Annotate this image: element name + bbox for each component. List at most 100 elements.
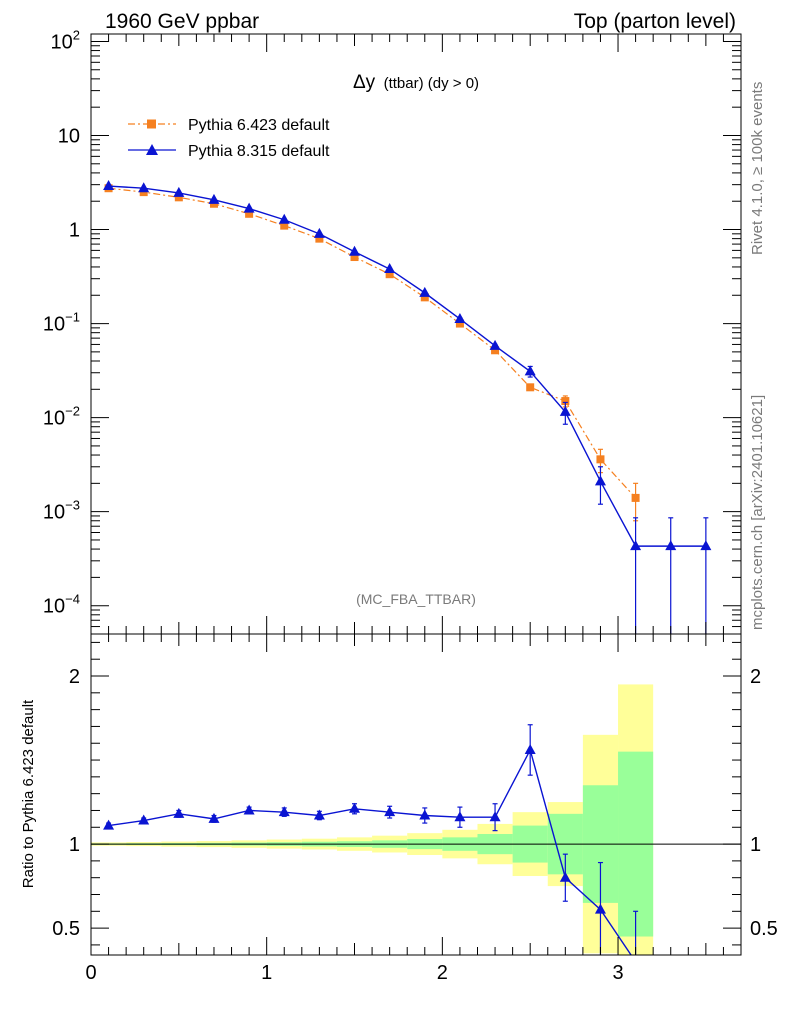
legend-entry-pythia6: Pythia 6.423 default [128,117,330,134]
ratio-series-line [108,748,632,955]
data-point-square [526,383,535,392]
ratio-uncertainty-bands [91,684,654,955]
legend-entry-pythia8: Pythia 8.315 default [128,143,330,160]
ratio-data-point-triangle [278,806,290,817]
data-point-square [245,209,254,218]
data-point-square [561,397,570,406]
data-point-triangle [559,405,571,416]
title-sub: (ttbar) (dy > 0) [384,75,479,92]
ratio-y-tick-label-left: 2 [69,666,80,688]
title-main: Δy [353,72,376,93]
data-point-triangle [630,540,642,551]
data-point-triangle [313,227,325,238]
ratio-y-tick-label-right: 0.5 [750,918,778,940]
ratio-data-point-triangle [489,811,501,822]
data-point-triangle [349,245,361,256]
ratio-data-point-triangle [384,806,396,817]
data-point-triangle [243,202,255,213]
y-tick-base: 10 [51,31,73,53]
ratio-data-point-triangle [173,807,185,818]
y-tick-exponent: −2 [65,404,80,419]
y-tick-base: 10 [43,596,65,618]
ratio-panel: 0.5 0.5 1 1 2 2 0 1 2 3 Ratio to Pythia 6.423 de… [20,633,778,984]
data-point-triangle [138,182,150,193]
ratio-data-point-triangle [559,871,571,882]
ratio-data-point-triangle [138,814,150,825]
y-tick-base: 10 [43,408,65,430]
series-pythia8 [103,180,712,634]
data-point-triangle [103,180,115,191]
data-point-triangle [278,213,290,224]
ratio-data-point-triangle [454,811,466,822]
main-y-tick-label: 10 [58,125,80,147]
x-tick-label: 0 [85,962,96,984]
ratio-y-tick-labels: 0.5 0.5 1 1 2 2 [52,666,778,940]
data-point-square [455,319,464,328]
data-point-triangle [700,540,712,551]
ratio-data-point-triangle [594,903,606,914]
data-point-triangle [208,193,220,204]
series-pythia6 [104,184,640,522]
ratio-data-point-triangle [630,956,641,966]
y-tick-base: 10 [43,502,65,524]
data-point-square [631,493,640,502]
x-tick-labels: 0 1 2 3 [85,962,623,984]
ratio-series-pythia8 [103,724,641,966]
data-point-triangle [665,540,677,551]
watermark: (MC_FBA_TTBAR) [356,591,476,607]
ratio-y-tick-label-left: 1 [69,834,80,856]
rivet-label: Rivet 4.1.0, ≥ 100k events [749,82,766,255]
ratio-data-point-triangle [419,809,431,820]
legend-marker-pythia8 [146,144,158,155]
data-point-square [420,293,429,302]
data-point-triangle [419,286,431,297]
data-point-square [596,455,605,464]
data-point-square [280,221,289,230]
chart-title: Δy (ttbar) (dy > 0) [353,72,479,93]
x-tick-label: 3 [612,962,623,984]
legend-label-pythia6: Pythia 6.423 default [188,117,330,134]
main-y-tick-label: 10−3 [43,498,80,524]
data-point-triangle [173,186,185,197]
ratio-data-point-triangle [103,819,115,830]
header-process: Top (parton level) [574,10,736,33]
ratio-data-point-triangle [313,809,325,820]
ratio-y-tick-label-left: 0.5 [52,918,80,940]
y-tick-exponent: −1 [65,310,80,325]
data-point-square [315,234,324,243]
y-tick-exponent: −3 [65,498,80,513]
main-y-tick-label: 1 [69,220,80,242]
legend-marker-pythia6 [147,119,156,129]
ratio-y-tick-label-right: 2 [750,666,761,688]
data-point-square [350,253,359,262]
x-tick-label: 2 [437,962,448,984]
main-data-layer [103,180,712,634]
y-tick-base: 1 [69,220,80,242]
mcplots-label: mcplots.cern.ch [arXiv:2401.10621] [749,395,766,630]
data-point-triangle [454,312,466,323]
data-point-triangle [524,365,536,376]
main-y-tick-label: 10−1 [43,310,80,336]
legend: Pythia 6.423 default Pythia 8.315 defaul… [128,117,330,160]
ratio-frame [90,633,742,956]
legend-label-pythia8: Pythia 8.315 default [188,143,330,160]
ratio-data-point-triangle [208,812,220,823]
data-point-square [385,270,394,279]
y-tick-base: 10 [43,314,65,336]
x-tick-label: 1 [261,962,272,984]
ratio-axis-ticks [90,634,742,955]
main-y-tick-label: 102 [51,27,80,53]
data-point-square [174,193,183,202]
main-y-tick-label: 10−4 [43,592,80,618]
data-point-square [491,346,500,355]
main-axis-ticks [90,34,742,635]
y-tick-exponent: −4 [65,592,80,607]
data-point-triangle [489,339,501,350]
ratio-data-point-triangle [349,802,361,813]
ratio-data-point-triangle [524,743,536,754]
ratio-y-axis-label: Ratio to Pythia 6.423 default [20,699,37,888]
ratio-data-layer [103,724,641,966]
